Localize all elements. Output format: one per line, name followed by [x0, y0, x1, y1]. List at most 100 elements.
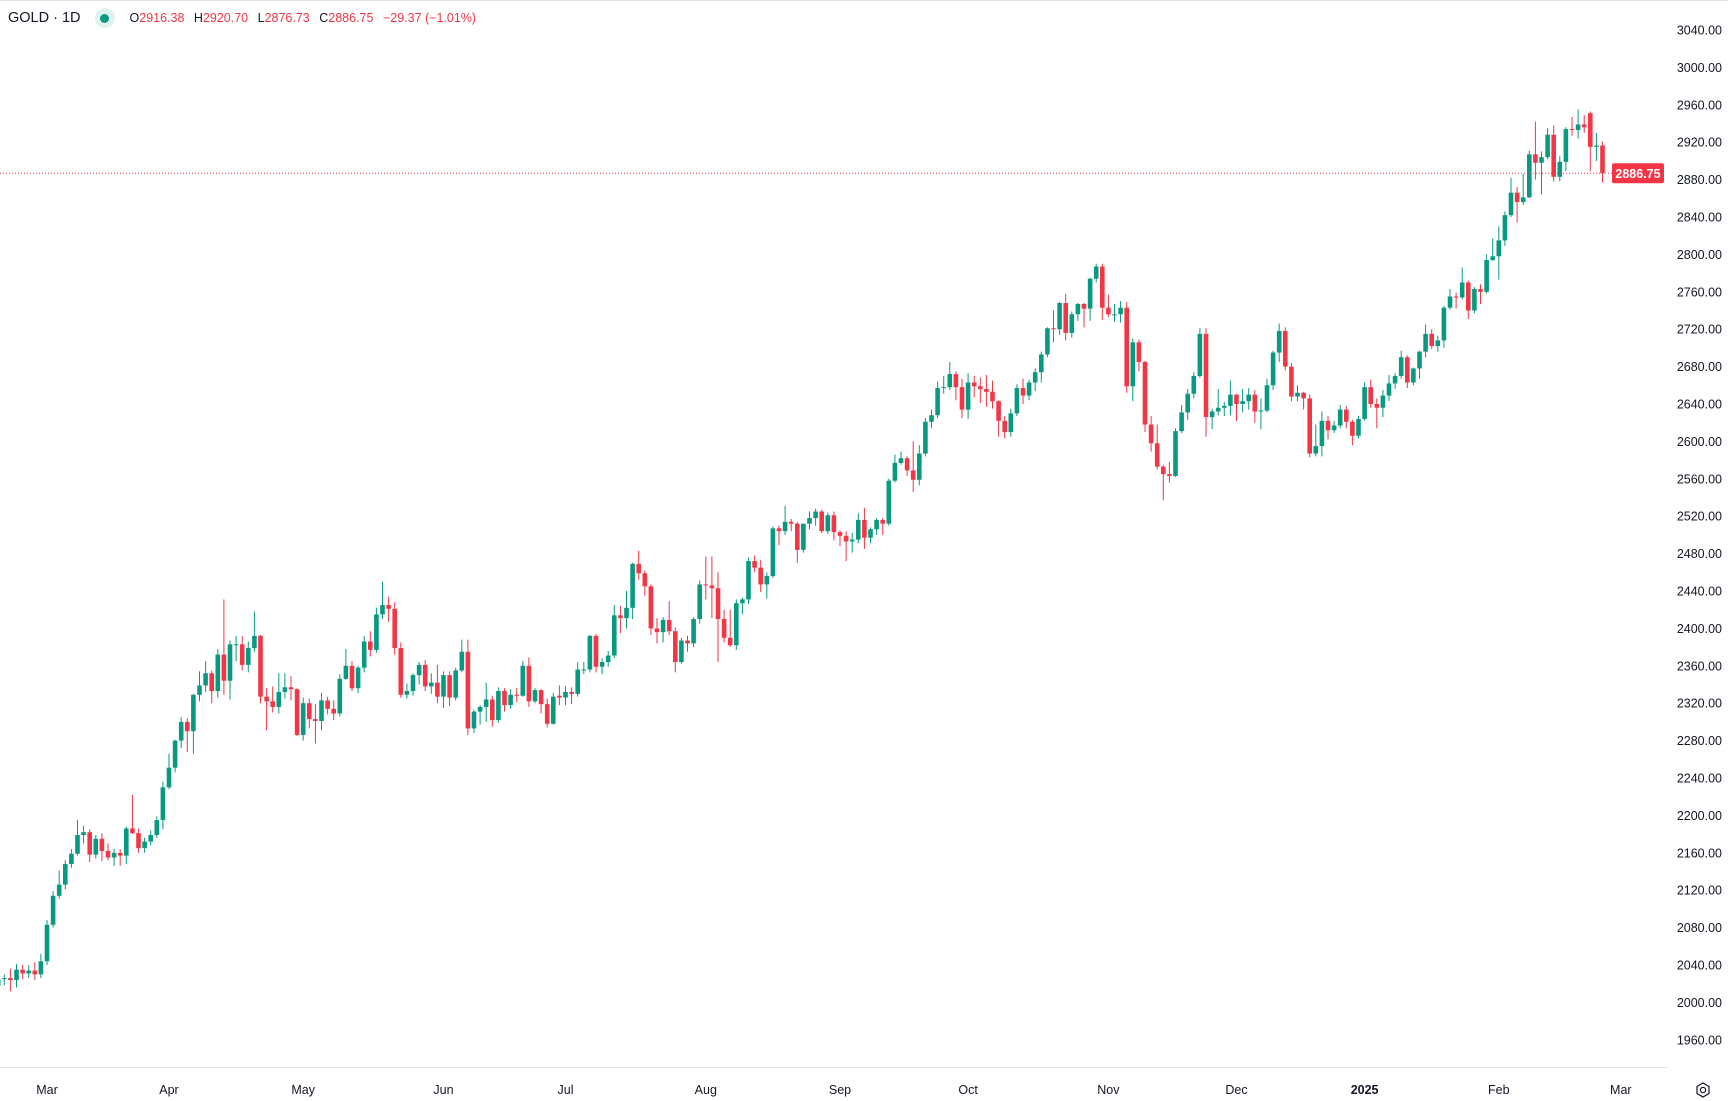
candle[interactable] — [587, 634, 593, 673]
candle[interactable] — [93, 835, 99, 859]
candle[interactable] — [923, 418, 928, 457]
candle[interactable] — [99, 833, 105, 862]
candle[interactable] — [1313, 424, 1319, 457]
candle[interactable] — [1203, 328, 1209, 437]
candle[interactable] — [1380, 389, 1386, 418]
candle[interactable] — [166, 753, 172, 790]
candle[interactable] — [880, 518, 885, 535]
candle[interactable] — [1014, 384, 1020, 417]
candle[interactable] — [593, 634, 599, 673]
candle[interactable] — [520, 661, 526, 697]
candle[interactable] — [1136, 339, 1142, 372]
candle[interactable] — [1545, 128, 1550, 160]
candle[interactable] — [660, 617, 666, 643]
candle[interactable] — [313, 704, 318, 744]
candle[interactable] — [1045, 327, 1050, 358]
candle[interactable] — [685, 635, 690, 652]
candle[interactable] — [483, 682, 489, 722]
candle[interactable] — [837, 530, 843, 547]
candle[interactable] — [197, 671, 202, 702]
candle[interactable] — [404, 683, 410, 699]
candle[interactable] — [801, 523, 806, 553]
candle[interactable] — [1100, 263, 1105, 320]
candle[interactable] — [825, 512, 831, 534]
candle[interactable] — [795, 521, 800, 563]
candle[interactable] — [1234, 393, 1239, 421]
candle[interactable] — [648, 584, 654, 635]
candle[interactable] — [1563, 127, 1569, 172]
candle[interactable] — [130, 794, 135, 835]
candle[interactable] — [1350, 419, 1355, 446]
candle[interactable] — [111, 849, 117, 866]
candle[interactable] — [1252, 389, 1258, 423]
candle[interactable] — [740, 597, 745, 615]
candle[interactable] — [349, 661, 355, 692]
candle[interactable] — [191, 693, 196, 754]
candle[interactable] — [673, 627, 678, 673]
candle[interactable] — [1514, 187, 1520, 223]
candle[interactable] — [1423, 324, 1428, 358]
candle[interactable] — [569, 687, 574, 705]
candle[interactable] — [1276, 323, 1282, 362]
candle[interactable] — [1594, 132, 1599, 161]
candle[interactable] — [721, 609, 727, 643]
candle[interactable] — [691, 617, 696, 648]
market-status-indicator[interactable] — [94, 8, 115, 28]
candle[interactable] — [105, 843, 111, 861]
candle[interactable] — [325, 696, 330, 715]
candle[interactable] — [1258, 398, 1264, 430]
candle[interactable] — [984, 375, 989, 407]
candle[interactable] — [1435, 335, 1441, 352]
candle[interactable] — [1319, 411, 1325, 457]
candle[interactable] — [1057, 302, 1062, 335]
candle[interactable] — [697, 580, 702, 624]
candle[interactable] — [221, 599, 227, 695]
candle[interactable] — [441, 671, 446, 708]
candle[interactable] — [752, 555, 757, 573]
candle[interactable] — [1270, 350, 1276, 390]
candle[interactable] — [709, 556, 715, 619]
candle[interactable] — [1447, 288, 1453, 310]
candle[interactable] — [703, 556, 709, 600]
candle[interactable] — [1191, 372, 1197, 399]
candle[interactable] — [343, 648, 349, 680]
candle[interactable] — [1222, 402, 1227, 417]
candle[interactable] — [447, 671, 452, 707]
candle[interactable] — [1600, 141, 1605, 183]
candle[interactable] — [636, 550, 641, 580]
candle[interactable] — [1453, 292, 1459, 309]
candle[interactable] — [1130, 338, 1136, 402]
candle[interactable] — [203, 661, 208, 692]
candle[interactable] — [1527, 150, 1532, 199]
candle[interactable] — [1008, 408, 1014, 437]
candle[interactable] — [1197, 328, 1203, 378]
candle[interactable] — [20, 965, 25, 980]
candle[interactable] — [178, 717, 184, 749]
candle[interactable] — [453, 667, 458, 701]
candle[interactable] — [1459, 267, 1465, 300]
candle[interactable] — [1581, 115, 1587, 133]
candle[interactable] — [1551, 125, 1556, 182]
candle[interactable] — [679, 637, 684, 664]
candle[interactable] — [1356, 416, 1361, 439]
candle[interactable] — [612, 605, 617, 659]
candle[interactable] — [959, 378, 965, 419]
time-axis[interactable]: Mar Apr May Jun Jul Aug Sep Oct Nov Dec 2025 Feb Mar — [36, 1083, 1631, 1097]
candle[interactable] — [666, 601, 672, 635]
candle[interactable] — [1246, 388, 1251, 410]
candle[interactable] — [1063, 293, 1068, 341]
candle[interactable] — [904, 456, 910, 476]
candle[interactable] — [392, 602, 397, 655]
candle[interactable] — [1301, 391, 1306, 410]
candle[interactable] — [1362, 382, 1367, 421]
candle[interactable] — [1148, 416, 1154, 452]
candle[interactable] — [1520, 173, 1526, 205]
candle[interactable] — [435, 664, 440, 704]
candle[interactable] — [422, 660, 428, 692]
candle[interactable] — [1374, 398, 1380, 429]
candle[interactable] — [1411, 367, 1416, 386]
candle[interactable] — [1215, 389, 1221, 416]
candle[interactable] — [1179, 404, 1184, 433]
candle[interactable] — [416, 662, 422, 685]
candle[interactable] — [282, 673, 288, 699]
